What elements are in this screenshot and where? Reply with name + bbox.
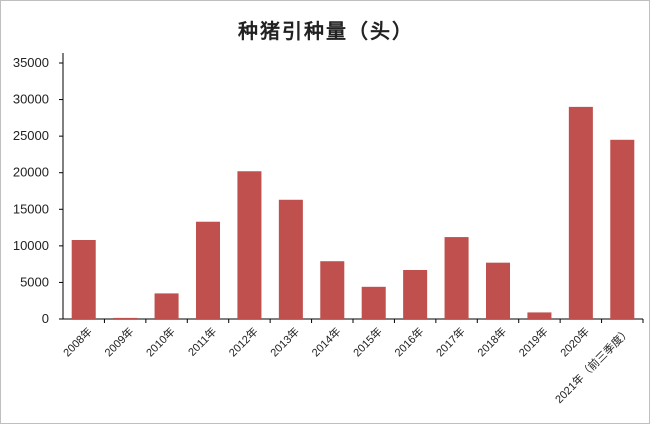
y-tick-label: 35000 [13,55,49,70]
bar [113,317,138,319]
x-tick-label: 2008年 [60,324,95,359]
x-tick-label: 2015年 [350,324,385,359]
x-tick-label: 2012年 [226,324,261,359]
bar [71,240,96,319]
y-tick-label: 10000 [13,238,49,253]
chart-title: 种猪引种量（头） [238,19,414,43]
y-tick-label: 20000 [13,165,49,180]
x-tick-label: 2017年 [433,324,468,359]
bar [444,237,469,319]
x-tick-label: 2011年 [185,324,219,358]
x-tick-label: 2019年 [516,324,551,359]
x-tick-label: 2009年 [101,324,136,359]
bar [568,106,593,319]
x-tick-label: 2021年（前三季度） [552,324,634,406]
y-tick-label: 15000 [13,201,49,216]
x-tick-label: 2014年 [309,324,344,359]
x-tick-label: 2013年 [267,324,302,359]
y-tick-label: 0 [42,311,49,326]
bar [610,139,635,319]
x-tick-label: 2016年 [391,324,426,359]
bar [527,312,552,319]
bar [485,262,511,319]
bar [195,221,221,319]
bar [154,293,179,319]
bar [320,261,345,319]
bar [278,199,303,319]
y-tick-label: 30000 [13,92,49,107]
y-tick-label: 25000 [13,128,49,143]
x-tick-label: 2020年 [557,324,592,359]
y-tick-label: 5000 [20,274,49,289]
x-tick-label: 2010年 [143,324,178,359]
bar [403,269,428,319]
bar [361,286,386,319]
bar [237,171,262,319]
x-tick-label: 2018年 [474,324,509,359]
